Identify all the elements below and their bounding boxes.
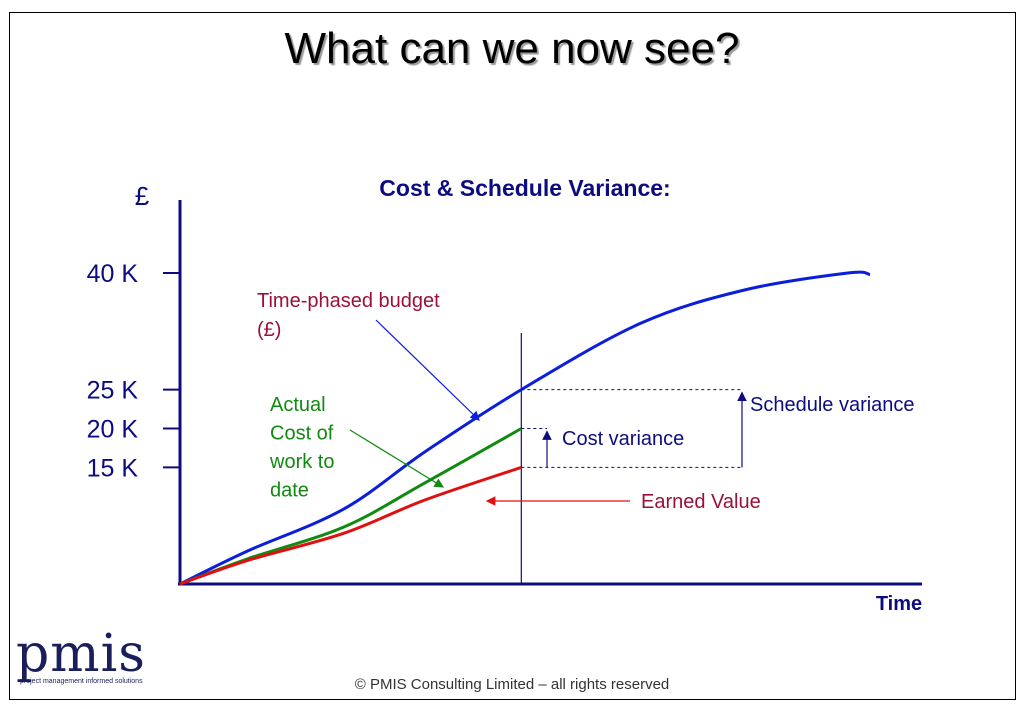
cost-variance-label: Cost variance <box>562 428 684 450</box>
earned-value-label: Earned Value <box>641 491 761 513</box>
schedule-variance-label: Schedule variance <box>750 394 915 416</box>
earned-value-line <box>179 465 522 586</box>
y-tick-label: 40 K <box>87 260 139 288</box>
actual-cost-label: work to <box>269 451 334 473</box>
y-tick-label: 25 K <box>87 377 139 405</box>
x-axis-label: Time <box>876 593 922 615</box>
slide-title: What can we now see? <box>284 24 740 73</box>
chart-title: Cost & Schedule Variance: <box>379 175 670 201</box>
copyright-footer: © PMIS Consulting Limited – all rights r… <box>354 676 670 693</box>
y-axis-label: £ <box>135 181 150 211</box>
actual-cost-label: Actual <box>270 394 326 416</box>
y-tick-label: 20 K <box>87 416 139 444</box>
slide-frame <box>9 12 1016 700</box>
pmis-logo: pmis project management informed solutio… <box>16 624 146 685</box>
y-tick-label: 15 K <box>87 454 139 482</box>
actual-cost-label: Cost of <box>270 423 334 445</box>
budget-label: (£) <box>257 319 281 341</box>
actual-cost-label: date <box>270 480 309 502</box>
actual-pointer-arrow <box>349 429 445 488</box>
budget-pointer-arrow <box>375 319 480 421</box>
budget-label: Time-phased budget <box>257 290 440 312</box>
